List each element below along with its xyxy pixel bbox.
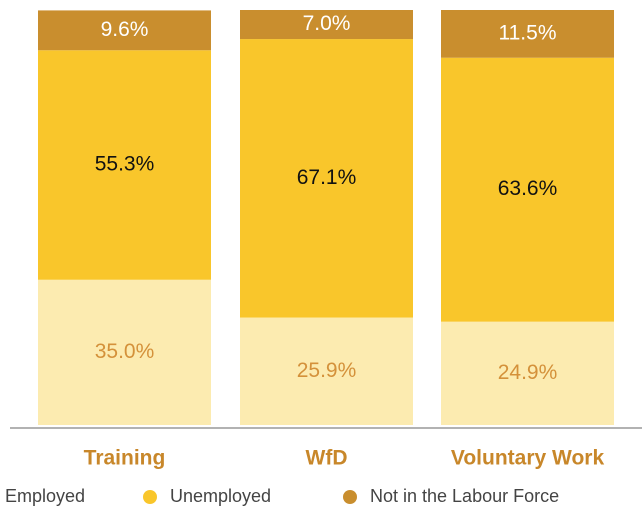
value-label: 67.1%	[297, 166, 357, 189]
value-label: 11.5%	[499, 21, 557, 44]
value-label: 9.6%	[101, 18, 149, 41]
value-label: 55.3%	[95, 153, 155, 176]
legend-label: Not in the Labour Force	[370, 486, 559, 506]
legend-marker	[143, 490, 157, 504]
value-label: 24.9%	[498, 361, 558, 384]
value-label: 63.6%	[498, 177, 558, 200]
bar-segment	[38, 279, 211, 425]
bar-segment	[240, 317, 413, 425]
x-tick-label: Voluntary Work	[451, 447, 605, 470]
bar-segment	[441, 57, 614, 322]
legend-marker	[343, 490, 357, 504]
x-tick-label: Training	[84, 447, 166, 470]
legend-label: Unemployed	[170, 486, 271, 506]
value-label: 25.9%	[297, 359, 357, 382]
value-label: 7.0%	[303, 12, 351, 35]
bar-segment	[441, 321, 614, 425]
bar-segment	[38, 50, 211, 280]
bar-segment	[240, 10, 413, 40]
legend-label: Employed	[5, 486, 85, 506]
x-tick-label: WfD	[306, 447, 348, 470]
bar-segment	[441, 10, 614, 58]
value-label: 35.0%	[95, 340, 155, 363]
bar-segment	[240, 39, 413, 318]
bar-segment	[38, 10, 211, 51]
